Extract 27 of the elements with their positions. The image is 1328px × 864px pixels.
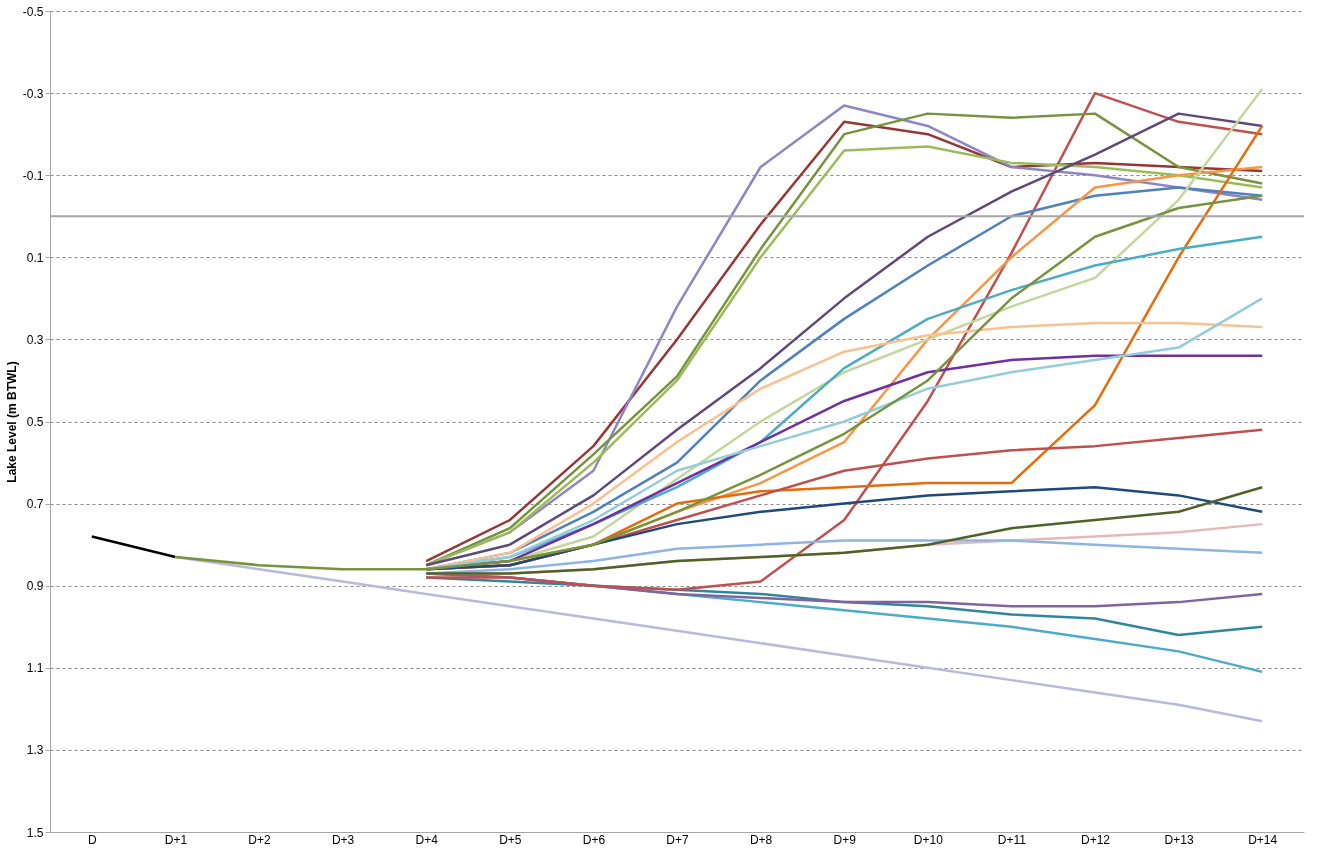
x-tick-label: D+6 xyxy=(582,832,606,847)
y-tick-label: -0.3 xyxy=(22,86,44,101)
y-tick-label: 1.5 xyxy=(26,825,44,840)
x-tick-label: D+5 xyxy=(499,832,522,847)
y-tick-label: 0.7 xyxy=(26,497,44,512)
x-tick-label: D xyxy=(87,832,97,847)
y-tick-label: 1.1 xyxy=(26,661,44,676)
y-tick-label: 1.3 xyxy=(26,743,44,758)
y-tick-label: 0.3 xyxy=(26,332,44,347)
y-tick-label: 0.9 xyxy=(26,579,44,594)
y-tick-label: -0.5 xyxy=(22,4,44,19)
y-tick-label: 0.1 xyxy=(26,250,44,265)
x-tick-label: D+8 xyxy=(749,832,773,847)
y-axis-title: Lake Level (m BTWL) xyxy=(4,361,19,483)
x-tick-label: D+10 xyxy=(913,832,944,847)
x-tick-label: D+2 xyxy=(248,832,271,847)
y-tick-label: -0.1 xyxy=(22,168,44,183)
x-tick-label: D+9 xyxy=(833,832,857,847)
x-tick-label: D+4 xyxy=(415,832,439,847)
x-tick-label: D+13 xyxy=(1164,832,1194,847)
y-tick-label: 0.5 xyxy=(26,415,44,429)
x-tick-label: D+11 xyxy=(997,832,1027,847)
x-tick-label: D+14 xyxy=(1248,832,1278,847)
x-tick-label: D+7 xyxy=(666,832,689,847)
x-tick-label: D+12 xyxy=(1080,832,1111,847)
x-tick-label: D+1 xyxy=(164,832,188,847)
x-tick-label: D+3 xyxy=(331,832,355,847)
